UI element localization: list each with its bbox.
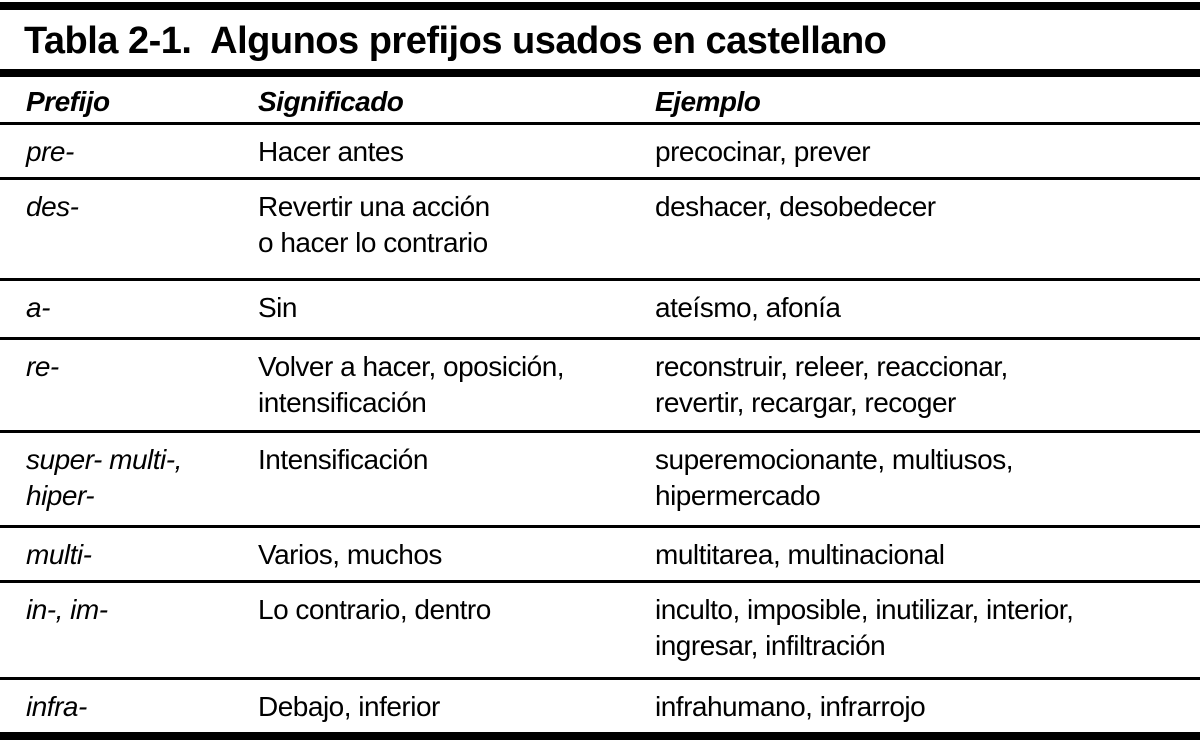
cell-significado: Intensificación [258,431,655,528]
cell-significado: Hacer antes [258,123,655,180]
cell-prefijo: des- [0,178,258,281]
cell-ejemplo: deshacer, desobedecer [655,178,1200,281]
cell-ejemplo: infrahumano, infrarrojo [655,691,926,722]
column-header-prefijo: Prefijo [0,77,258,125]
title-block: Tabla 2-1. Algunos prefijos usados en ca… [0,10,1200,69]
cell-significado: Sin [258,279,655,340]
table-title: Tabla 2-1. Algunos prefijos usados en ca… [24,20,887,62]
column-header-significado: Significado [258,77,655,125]
header-row: Prefijo Significado Ejemplo [0,77,1200,125]
cell-significado: Varios, muchos [258,526,655,583]
bottom-rule [0,732,1200,740]
title-rule [0,69,1200,77]
cell-significado: Volver a hacer, oposición, intensificaci… [258,338,655,433]
table-row-in-im: in-, im- Lo contrario, dentro inculto, i… [0,581,1200,680]
cell-ejemplo: precocinar, prever [655,123,1200,180]
cell-prefijo: infra- [26,691,87,722]
cell-prefijo: pre- [0,123,258,180]
cell-ejemplo: multitarea, multinacional [655,526,1200,583]
cell-prefijo: super- multi-, hiper- [0,431,258,528]
column-header-ejemplo: Ejemplo [655,77,1200,125]
table-row-super-multi-hiper: super- multi-, hiper- Intensificación su… [0,431,1200,528]
table-header: Prefijo Significado Ejemplo [0,77,1200,125]
cell-prefijo: multi- [0,526,258,583]
prefix-table: Prefijo Significado Ejemplo pre- Hacer a… [0,77,1200,732]
cell-prefijo: a- [0,279,258,340]
cell-significado: Revertir una acción o hacer lo contrario [258,178,655,281]
table-row-pre: pre- Hacer antes precocinar, prever [0,123,1200,180]
cell-ejemplo: inculto, imposible, inutilizar, interior… [655,581,1200,680]
cell-ejemplo: ateísmo, afonía [655,279,1200,340]
top-rule [0,2,1200,10]
table-row-multi: multi- Varios, muchos multitarea, multin… [0,526,1200,583]
cell-ejemplo: superemocionante, multiusos, hipermercad… [655,431,1200,528]
cell-significado: Debajo, inferior [258,691,440,722]
table-row-des: des- Revertir una acción o hacer lo cont… [0,178,1200,281]
cell-significado: Lo contrario, dentro [258,581,655,680]
cell-prefijo: in-, im- [0,581,258,680]
cell-prefijo: re- [0,338,258,433]
table-row-a: a- Sin ateísmo, afonía [0,279,1200,340]
table-row-re: re- Volver a hacer, oposición, intensifi… [0,338,1200,433]
table-body: pre- Hacer antes precocinar, prever des-… [0,123,1200,733]
cell-ejemplo: reconstruir, releer, reaccionar, reverti… [655,338,1200,433]
table-row-infra: infra- Debajo, inferior infrahumano, inf… [0,679,1200,733]
